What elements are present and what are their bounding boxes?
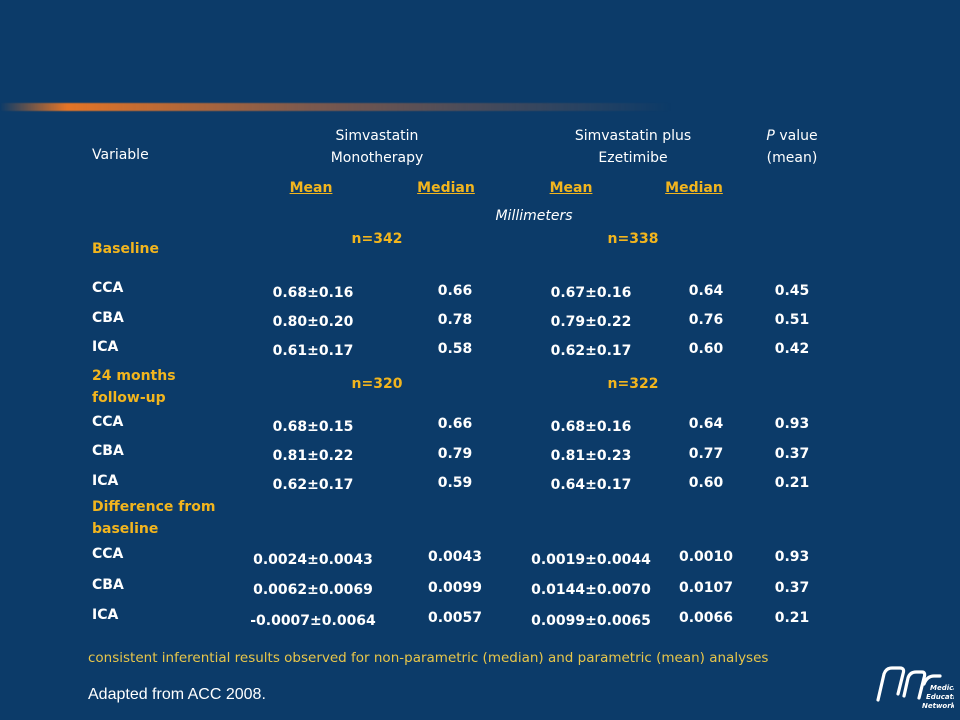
subheader-mean-1: Mean (289, 180, 333, 196)
cell-g2-median: 0.60 (688, 341, 724, 357)
header-pvalue-line2: (mean) (766, 150, 818, 166)
cell-pvalue: 0.93 (774, 416, 810, 432)
cell-g1-median: 0.0043 (427, 549, 483, 565)
cell-g2-median: 0.0107 (678, 580, 734, 596)
header-group1-line2: Monotherapy (330, 150, 424, 166)
cell-g2-mean: 0.68±0.16 (550, 419, 632, 435)
header-pvalue: P value (mean) (766, 125, 817, 169)
row-label: ICA (92, 473, 119, 489)
cell-g1-mean: -0.0007±0.0064 (250, 613, 376, 629)
cell-pvalue: 0.93 (774, 549, 810, 565)
row-label: CCA (92, 414, 124, 430)
header-group2: Simvastatin plus Ezetimibe (575, 125, 691, 169)
logo-text-medical: Medical (930, 684, 954, 692)
section-followup-line1: 24 months (92, 368, 176, 384)
units-label: Millimeters (495, 208, 573, 224)
title-divider-line (0, 103, 960, 111)
cell-g1-median: 0.79 (437, 446, 473, 462)
cell-g2-mean: 0.64±0.17 (550, 477, 632, 493)
header-group2-line1: Simvastatin plus (574, 128, 692, 144)
header-pvalue-italic: P (766, 128, 775, 144)
cell-g2-mean: 0.62±0.17 (550, 343, 632, 359)
footnote: consistent inferential results observed … (88, 650, 769, 666)
cell-g2-median: 0.64 (688, 283, 724, 299)
section-baseline-n2: n=338 (607, 231, 659, 247)
section-followup-label: 24 months follow-up (92, 365, 176, 409)
header-pvalue-line1: P value (766, 125, 817, 147)
header-group1: Simvastatin Monotherapy (331, 125, 424, 169)
section-difference-line1: Difference from (92, 499, 216, 515)
cell-g1-median: 0.0099 (427, 580, 483, 596)
cell-g2-mean: 0.79±0.22 (550, 314, 632, 330)
row-label: ICA (92, 607, 119, 623)
cell-g1-mean: 0.0062±0.0069 (253, 582, 373, 598)
cell-g1-median: 0.78 (437, 312, 473, 328)
cell-g1-median: 0.0057 (427, 610, 483, 626)
cell-pvalue: 0.21 (774, 610, 810, 626)
subheader-median-2: Median (665, 180, 723, 196)
cell-pvalue: 0.37 (774, 446, 810, 462)
cell-g1-median: 0.66 (437, 283, 473, 299)
row-label: CCA (92, 546, 124, 562)
subheader-median-1: Median (417, 180, 475, 196)
cell-g1-median: 0.59 (437, 475, 473, 491)
section-followup-line2: follow-up (92, 390, 166, 406)
header-pvalue-rest: value (774, 128, 818, 144)
section-followup-n2: n=322 (607, 376, 659, 392)
header-group1-line1: Simvastatin (335, 128, 419, 144)
cell-pvalue: 0.42 (774, 341, 810, 357)
cell-g2-mean: 0.0144±0.0070 (531, 582, 651, 598)
cell-g2-mean: 0.67±0.16 (550, 285, 632, 301)
cell-g1-mean: 0.80±0.20 (272, 314, 354, 330)
medical-education-network-logo: Medical Education Network (876, 666, 954, 710)
source-citation: Adapted from ACC 2008. (88, 686, 266, 703)
logo-stroke-n (876, 666, 906, 702)
row-label: CBA (92, 310, 124, 326)
cell-g1-median: 0.58 (437, 341, 473, 357)
cell-g1-mean: 0.68±0.15 (272, 419, 354, 435)
row-label: CCA (92, 280, 124, 296)
cell-g2-median: 0.77 (688, 446, 724, 462)
section-followup-n1: n=320 (351, 376, 403, 392)
logo-text-education: Education (926, 693, 954, 701)
section-difference-label: Difference from baseline (92, 496, 216, 540)
row-label: CBA (92, 443, 124, 459)
cell-g1-median: 0.66 (437, 416, 473, 432)
row-label: CBA (92, 577, 124, 593)
cell-pvalue: 0.51 (774, 312, 810, 328)
section-difference-line2: baseline (92, 521, 159, 537)
cell-g1-mean: 0.81±0.22 (272, 448, 354, 464)
cell-pvalue: 0.37 (774, 580, 810, 596)
cell-g2-median: 0.60 (688, 475, 724, 491)
subheader-mean-2: Mean (549, 180, 593, 196)
header-group2-line2: Ezetimibe (598, 150, 668, 166)
section-baseline-n1: n=342 (351, 231, 403, 247)
cell-g1-mean: 0.62±0.17 (272, 477, 354, 493)
logo-text-network: Network (922, 702, 954, 710)
cell-g1-mean: 0.0024±0.0043 (253, 552, 373, 568)
logo-stroke-m (902, 670, 927, 700)
cell-pvalue: 0.21 (774, 475, 810, 491)
cell-g2-median: 0.64 (688, 416, 724, 432)
cell-pvalue: 0.45 (774, 283, 810, 299)
cell-g2-mean: 0.0099±0.0065 (531, 613, 651, 629)
cell-g1-mean: 0.61±0.17 (272, 343, 354, 359)
logo-stroke-e (922, 674, 942, 686)
row-label: ICA (92, 339, 119, 355)
cell-g2-median: 0.0010 (678, 549, 734, 565)
header-variable: Variable (92, 147, 149, 163)
cell-g2-mean: 0.0019±0.0044 (531, 552, 651, 568)
cell-g2-median: 0.76 (688, 312, 724, 328)
section-baseline-label: Baseline (92, 241, 160, 257)
cell-g2-mean: 0.81±0.23 (550, 448, 632, 464)
cell-g2-median: 0.0066 (678, 610, 734, 626)
cell-g1-mean: 0.68±0.16 (272, 285, 354, 301)
